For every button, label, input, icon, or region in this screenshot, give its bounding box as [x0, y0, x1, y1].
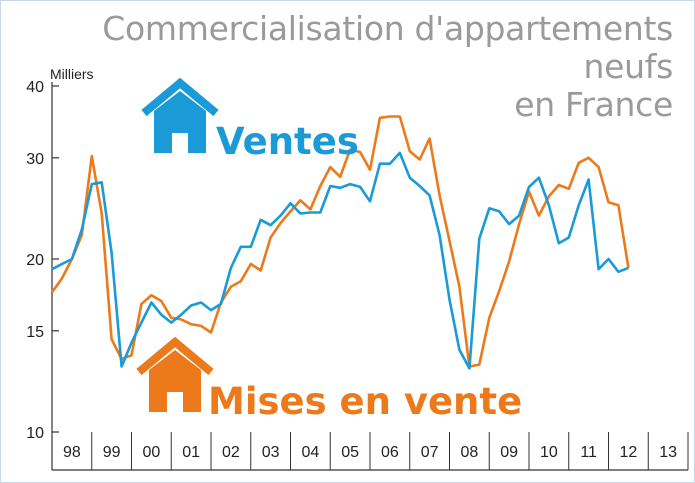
x-tick-label: 01 — [182, 444, 200, 461]
x-tick-label: 98 — [63, 444, 81, 461]
x-tick-label: 04 — [301, 444, 319, 461]
y-tick-label: 10 — [26, 425, 44, 442]
y-tick-label: 15 — [26, 324, 44, 341]
x-tick-label: 08 — [460, 444, 478, 461]
x-tick-label: 10 — [540, 444, 558, 461]
x-tick-label: 07 — [421, 444, 439, 461]
mises-house-icon — [136, 336, 214, 412]
x-tick-label: 12 — [619, 444, 637, 461]
series-line-ventes — [51, 151, 629, 370]
x-tick-label: 13 — [659, 444, 677, 461]
x-tick-label: 02 — [222, 444, 240, 461]
x-tick-label: 05 — [341, 444, 359, 461]
y-tick-label: 30 — [26, 151, 44, 168]
y-tick-label: 40 — [26, 79, 44, 96]
series-lines — [50, 115, 630, 370]
ventes-house-icon — [141, 77, 219, 153]
mises-label: Mises en vente — [208, 380, 522, 423]
x-tick-label: 06 — [381, 444, 399, 461]
x-tick-label: 00 — [142, 444, 160, 461]
series-line-mises — [50, 115, 630, 368]
chart-title: Commercialisation d'appartements neufs e… — [13, 10, 673, 124]
y-tick-label: 20 — [26, 252, 44, 269]
y-axis: 10 15 20 30 40 — [26, 79, 59, 470]
x-tick-label: 03 — [262, 444, 280, 461]
chart-title-line-1: Commercialisation d'appartements neufs — [102, 9, 673, 86]
series-annotations: Ventes Mises en vente — [136, 77, 522, 423]
x-axis: 98 99 00 01 02 03 04 05 06 07 08 09 10 11 12 13 — [51, 432, 689, 471]
chart-title-line-2: en France — [514, 85, 673, 124]
y-axis-label: Milliers — [50, 66, 94, 82]
x-tick-label: 09 — [500, 444, 518, 461]
ventes-label: Ventes — [216, 120, 359, 163]
x-tick-label: 11 — [580, 444, 597, 461]
x-tick-label: 99 — [103, 444, 121, 461]
